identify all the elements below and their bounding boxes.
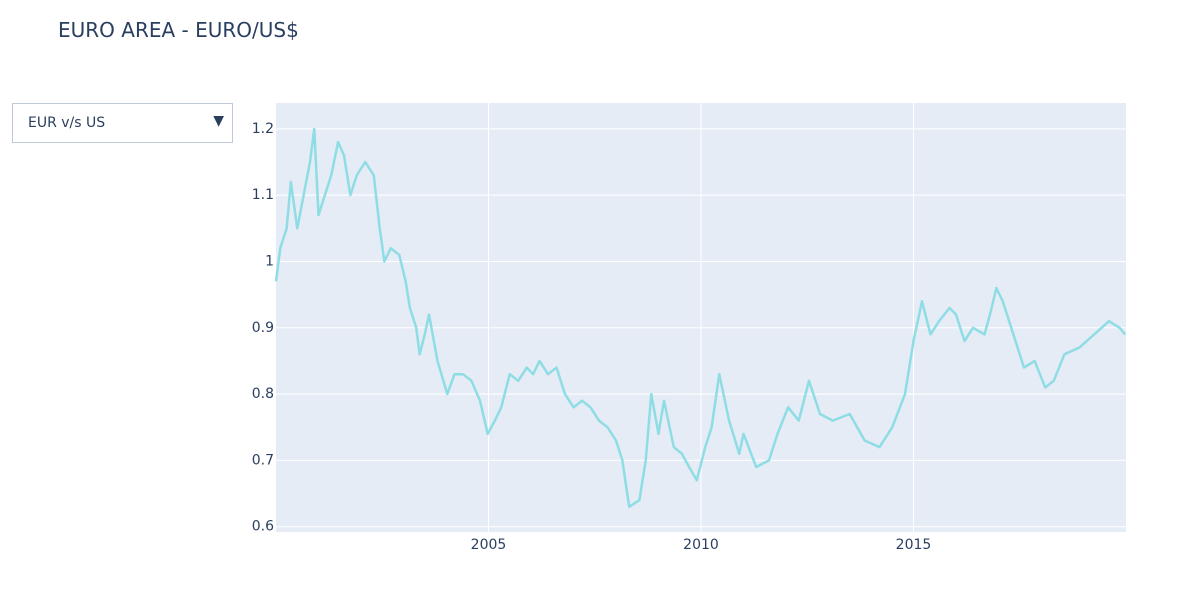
- y-tick-label: 0.6: [252, 519, 274, 535]
- y-tick-label: 1: [265, 253, 274, 269]
- x-tick-label: 2015: [896, 537, 932, 553]
- dropdown-arrow: ▼: [213, 113, 224, 129]
- y-tick-label: 0.7: [252, 452, 274, 468]
- dropdown-label: EUR v/s US: [28, 115, 106, 131]
- dropdown[interactable]: EUR v/s US ▼: [12, 103, 233, 143]
- y-tick-label: 0.8: [252, 386, 274, 402]
- x-tick-label: 2005: [471, 537, 507, 553]
- line-series: [274, 127, 1127, 509]
- chart-title: EURO AREA - EURO/US$: [58, 18, 299, 42]
- y-tick-label: 1.2: [252, 121, 274, 137]
- y-tick-label: 1.1: [252, 187, 274, 203]
- y-tick-label: 0.9: [252, 320, 274, 336]
- x-tick-label: 2010: [683, 537, 719, 553]
